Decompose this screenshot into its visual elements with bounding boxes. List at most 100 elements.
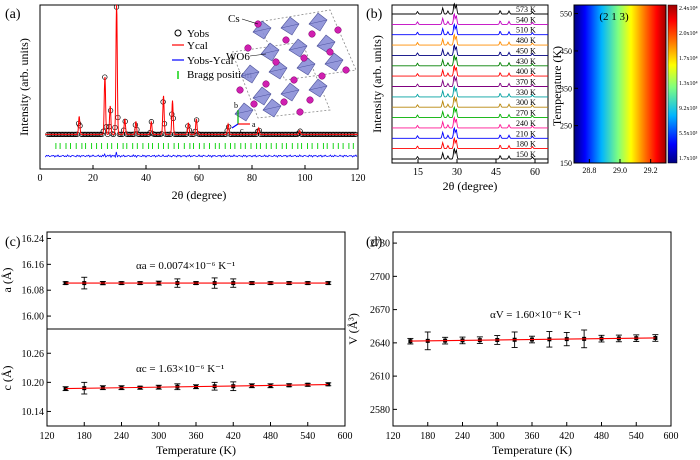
temperature-label: 510 K bbox=[516, 26, 536, 35]
panel-a-label: (a) bbox=[5, 7, 21, 22]
temperature-label: 430 K bbox=[516, 57, 536, 66]
y-tick-label: 16.00 bbox=[22, 312, 45, 323]
unit-cell-outline bbox=[257, 9, 357, 81]
heatmap-x-tick-label: 29.2 bbox=[644, 166, 658, 175]
yobs-point bbox=[297, 128, 303, 134]
panel-d: (d) 2580 2610 2640 2670 2700 2730 120 180 240 30… bbox=[346, 231, 679, 457]
x-tick-label: 600 bbox=[338, 431, 353, 442]
heatmap-y-tick-label: 550 bbox=[560, 10, 572, 19]
lattice-c-point bbox=[63, 386, 68, 391]
x-tick-label: 60 bbox=[530, 167, 540, 178]
legend-yobs-marker bbox=[174, 29, 182, 37]
unit-cell-outline-lower bbox=[231, 41, 331, 119]
temperature-label: 330 K bbox=[516, 88, 536, 97]
x-tick-label: 120 bbox=[351, 173, 366, 184]
cs-atom bbox=[296, 108, 304, 116]
x-tick-label: 30 bbox=[452, 167, 462, 178]
xrd-pattern-line bbox=[392, 43, 548, 56]
lattice-c-fit-line bbox=[65, 384, 329, 390]
y-tick-label: 2580 bbox=[370, 405, 390, 416]
cs-atom bbox=[280, 98, 288, 106]
panel-d-ylabel: V (Å³) bbox=[346, 313, 360, 345]
y-tick-label: 10.20 bbox=[22, 378, 45, 389]
octahedron-edge bbox=[288, 45, 308, 51]
temperature-label: 573 K bbox=[516, 5, 536, 14]
y-tick-label: 16.24 bbox=[22, 234, 45, 245]
colorbar-label: 2.0x10⁴ bbox=[679, 31, 698, 37]
xrd-pattern-line bbox=[392, 136, 548, 150]
annotation-alpha-c: αc = 1.63×10⁻⁶ K⁻¹ bbox=[136, 363, 224, 375]
temperature-label: 480 K bbox=[516, 36, 536, 45]
legend-bragg-label: Bragg position bbox=[187, 69, 253, 81]
y-tick-label: 16.08 bbox=[22, 286, 45, 297]
legend-yobs-label: Yobs bbox=[187, 28, 209, 40]
x-tick-label: 420 bbox=[559, 431, 574, 442]
colorbar-label: 1.7x10³ bbox=[679, 156, 698, 162]
lattice-c-point bbox=[326, 382, 331, 387]
xrd-pattern-line bbox=[392, 74, 548, 87]
octahedron-edge bbox=[280, 89, 300, 95]
temperature-label: 370 K bbox=[516, 78, 536, 87]
heatmap bbox=[574, 5, 666, 163]
panel-a-legend: Yobs Ycal Yobs-Ycal Bragg position bbox=[172, 28, 253, 81]
y-tick-label: 10.14 bbox=[22, 407, 45, 418]
x-tick-label: 300 bbox=[151, 431, 166, 442]
xrd-pattern-line bbox=[392, 22, 548, 36]
annotation-alpha-a: αa = 0.0074×10⁻⁶ K⁻¹ bbox=[136, 260, 235, 272]
x-tick-label: 40 bbox=[141, 173, 151, 184]
panel-b-ylabel: Intensity (arb. units) bbox=[370, 35, 384, 133]
cs-atom bbox=[326, 48, 334, 56]
x-tick-label: 360 bbox=[525, 431, 540, 442]
x-tick-label: 45 bbox=[491, 167, 501, 178]
x-tick-label: 360 bbox=[189, 431, 204, 442]
cs-atom bbox=[334, 26, 342, 34]
panel-b-x-ticks: 15 30 45 60 bbox=[413, 159, 540, 178]
x-tick-label: 300 bbox=[490, 431, 505, 442]
triad-b: b bbox=[234, 101, 238, 110]
panel-d-plot: 2580 2610 2640 2670 2700 2730 bbox=[370, 239, 659, 416]
x-tick-label: 15 bbox=[413, 167, 423, 178]
x-tick-label: 480 bbox=[594, 431, 609, 442]
octahedron-edge bbox=[268, 67, 288, 73]
temperature-label: 400 K bbox=[516, 67, 536, 76]
temperature-label: 540 K bbox=[516, 15, 536, 24]
panel-a: (a) 0 20 40 60 80 100 120 2θ (degree) Intensit… bbox=[5, 4, 366, 202]
cs-atom bbox=[272, 58, 280, 66]
colorbar-label: 1.3x10⁴ bbox=[679, 81, 698, 87]
panel-c-plot: 16.00 16.08 16.16 16.24 10.14 10.20 10.26 bbox=[22, 234, 332, 418]
xrd-pattern-line bbox=[392, 12, 548, 25]
cs-atom bbox=[250, 100, 258, 108]
cs-atom bbox=[236, 86, 244, 94]
legend-diff-label: Yobs-Ycal bbox=[187, 55, 234, 67]
colorbar-label: 5.5x10³ bbox=[679, 131, 698, 137]
temperature-label: 300 K bbox=[516, 98, 536, 107]
panel-c-a-ylabel: a (Å) bbox=[0, 268, 14, 293]
panel-d-label: (d) bbox=[366, 235, 383, 250]
cs-atom bbox=[300, 54, 308, 62]
octahedron-edge bbox=[296, 63, 316, 69]
panel-d-x-ticks: 120 180 240 300 360 420 480 540 600 bbox=[386, 422, 679, 442]
panel-c-c-ylabel: c (Å) bbox=[0, 366, 14, 391]
ycal-line bbox=[45, 4, 358, 135]
panel-d-xlabel: Temperature (K) bbox=[492, 443, 572, 457]
panel-a-xlabel: 2θ (degree) bbox=[172, 188, 227, 202]
octahedron-edge bbox=[324, 59, 344, 65]
temperature-label: 210 K bbox=[516, 129, 536, 138]
heatmap-x-tick-label: 28.8 bbox=[582, 166, 596, 175]
y-tick-label: 16.16 bbox=[22, 260, 45, 271]
x-tick-label: 180 bbox=[420, 431, 435, 442]
cs-atom bbox=[290, 76, 298, 84]
temperature-label: 180 K bbox=[516, 140, 536, 149]
octahedron-edge bbox=[308, 85, 328, 91]
x-tick-label: 100 bbox=[298, 173, 313, 184]
panel-c-label: (c) bbox=[5, 235, 21, 250]
heatmap-y-tick-label: 350 bbox=[560, 84, 572, 93]
cs-atom bbox=[306, 96, 314, 104]
xrd-pattern-line bbox=[392, 2, 548, 15]
x-tick-label: 120 bbox=[386, 431, 401, 442]
cs-atoms bbox=[236, 20, 350, 116]
xrd-pattern-line bbox=[392, 126, 548, 139]
